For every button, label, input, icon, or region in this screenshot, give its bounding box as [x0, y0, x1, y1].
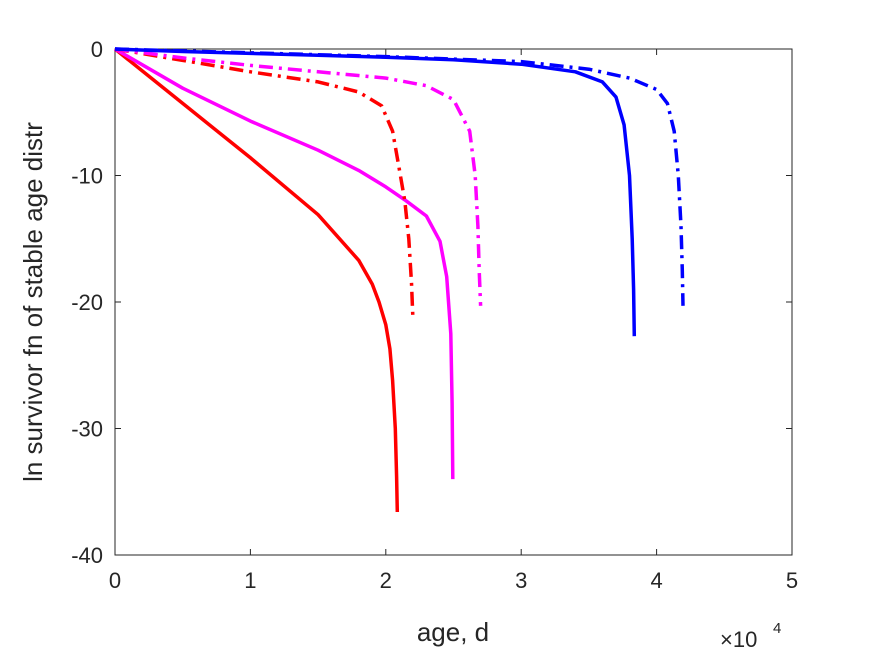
y-tick-label: -30: [71, 417, 103, 442]
y-tick-label: -40: [71, 543, 103, 568]
y-tick-label: 0: [91, 37, 103, 62]
x-tick-label: 5: [786, 568, 798, 593]
x-tick-label: 0: [109, 568, 121, 593]
plot-area: [114, 48, 793, 556]
x-multiplier-label: ×10: [720, 627, 757, 652]
y-tick-label: -20: [71, 290, 103, 315]
y-tick-label: -10: [71, 164, 103, 189]
x-multiplier-exponent: 4: [773, 620, 781, 637]
axis-ticks: 0 1 2 3 4 5 0 -10 -20 -30 -40: [71, 37, 798, 593]
x-tick-label: 2: [380, 568, 392, 593]
x-tick-label: 1: [244, 568, 256, 593]
series-group: [113, 47, 685, 513]
x-axis-label: age, d: [417, 617, 489, 647]
y-axis-label: ln survivor fn of stable age distr: [18, 122, 48, 482]
series-line-2: [114, 47, 455, 480]
series-line-4: [114, 47, 483, 306]
series-line-3: [114, 47, 415, 319]
series-line-6: [114, 47, 685, 306]
x-tick-label: 4: [650, 568, 662, 593]
x-tick-label: 3: [515, 568, 527, 593]
series-line-1: [113, 47, 400, 513]
